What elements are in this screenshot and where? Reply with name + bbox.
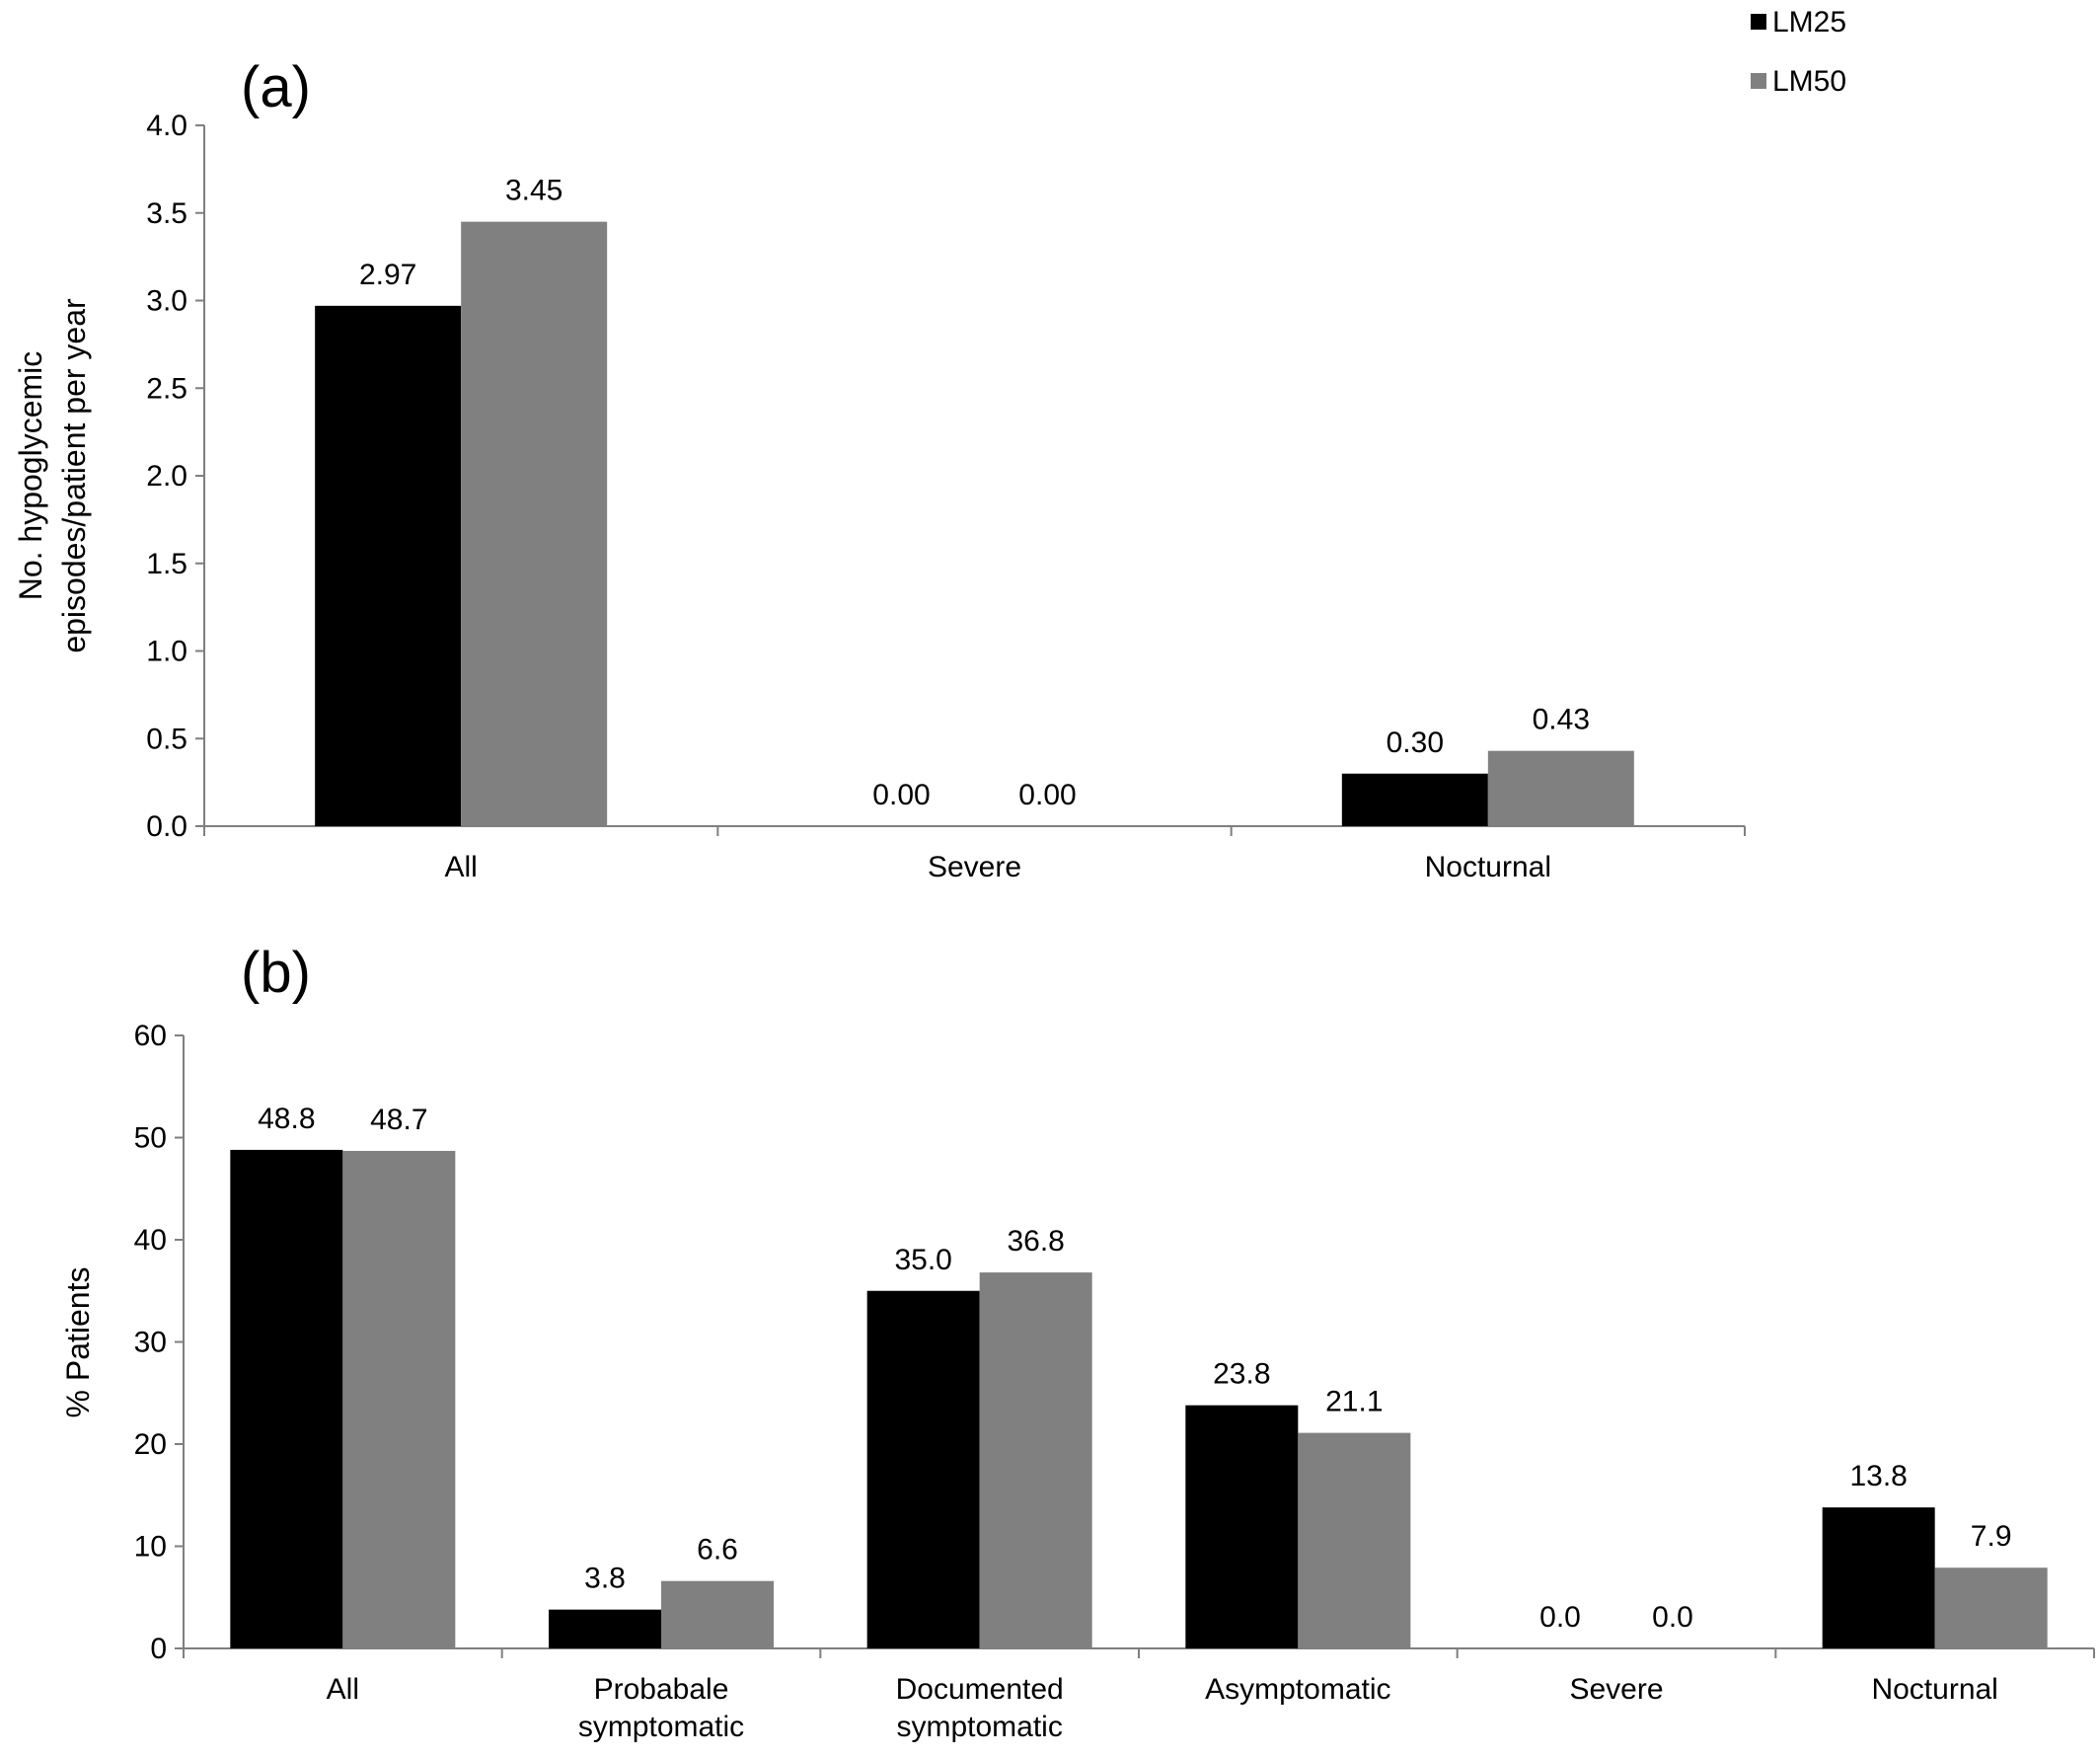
x-category-label: Nocturnal xyxy=(1425,851,1551,883)
x-category-label-line: Severe xyxy=(1569,1673,1663,1706)
legend-label-lm25: LM25 xyxy=(1772,6,1846,38)
data-label-lm25: 0.30 xyxy=(1387,726,1444,759)
data-label-lm25: 35.0 xyxy=(894,1244,951,1276)
panel-b-tag: (b) xyxy=(241,941,311,1005)
bar-lm50 xyxy=(661,1580,774,1648)
panel-a-chart: (a) No. hypoglycemic episodes/patient per … xyxy=(13,55,1746,883)
y-tick-label: 0.5 xyxy=(146,723,188,755)
y-tick-label: 0 xyxy=(150,1633,167,1665)
x-category-label: Nocturnal xyxy=(1871,1673,1997,1706)
x-category-label-line: Nocturnal xyxy=(1871,1673,1997,1706)
x-category-label-line: Asymptomatic xyxy=(1205,1673,1390,1706)
x-category-label-line: symptomatic xyxy=(578,1711,744,1743)
x-category-label-line: All xyxy=(444,851,477,883)
y-tick-label: 2.0 xyxy=(146,460,188,493)
data-label-lm25: 3.8 xyxy=(584,1563,626,1595)
x-category-label-line: Severe xyxy=(928,851,1021,883)
y-tick-label: 2.5 xyxy=(146,372,188,405)
y-tick-label: 3.0 xyxy=(146,285,188,318)
data-label-lm50: 36.8 xyxy=(1007,1225,1064,1258)
bar-lm50 xyxy=(1487,750,1634,826)
panel-b-chart: (b) % Patients 0 10 20 30 40 50 60 All 48.8 48.7 Pro… xyxy=(60,941,2095,1743)
bar-lm50 xyxy=(342,1150,456,1648)
bar-lm25 xyxy=(1822,1507,1935,1648)
y-tick-label: 30 xyxy=(134,1327,167,1359)
x-category-label: All xyxy=(327,1673,359,1706)
panel-a-tag: (a) xyxy=(241,55,311,119)
x-category-label: Severe xyxy=(1569,1673,1663,1706)
bar-lm25 xyxy=(866,1290,980,1648)
bar-lm50 xyxy=(1934,1567,2048,1648)
x-category-label: Probabale symptomatic xyxy=(578,1673,744,1743)
bar-lm25 xyxy=(1341,773,1488,826)
y-axis-title-line2: episodes/patient per year xyxy=(56,298,92,653)
y-tick-label: 0.0 xyxy=(146,810,188,843)
bar-lm25 xyxy=(1185,1405,1299,1648)
x-category-label: Severe xyxy=(928,851,1021,883)
data-label-lm50: 3.45 xyxy=(505,175,562,207)
x-category-label: All xyxy=(444,851,477,883)
y-axis-title-line1: No. hypoglycemic xyxy=(13,351,48,601)
y-tick-label: 10 xyxy=(134,1531,167,1564)
data-label-lm50: 0.43 xyxy=(1533,704,1590,736)
data-label-lm50: 7.9 xyxy=(1971,1520,2012,1553)
data-label-lm50: 6.6 xyxy=(697,1534,738,1566)
y-tick-label: 60 xyxy=(134,1020,167,1052)
y-tick-label: 3.5 xyxy=(146,197,188,230)
y-tick-label: 40 xyxy=(134,1224,167,1257)
x-category-label-line: Documented xyxy=(896,1673,1064,1706)
bar-lm25 xyxy=(230,1149,343,1648)
x-category-label-line: Nocturnal xyxy=(1425,851,1551,883)
y-tick-label: 1.0 xyxy=(146,636,188,668)
x-category-label-line: Probabale xyxy=(594,1673,729,1706)
x-category-label: Asymptomatic xyxy=(1205,1673,1390,1706)
data-label-lm25: 23.8 xyxy=(1213,1358,1270,1391)
y-tick-label: 50 xyxy=(134,1122,167,1155)
data-label-lm50: 0.00 xyxy=(1018,779,1076,811)
data-label-lm25: 48.8 xyxy=(258,1103,315,1135)
bar-lm50 xyxy=(461,221,608,826)
data-label-lm25: 2.97 xyxy=(359,259,416,291)
bar-lm25 xyxy=(549,1609,661,1648)
y-tick-label: 1.5 xyxy=(146,548,188,580)
legend-swatch-lm25 xyxy=(1751,14,1766,30)
legend: LM25 LM50 xyxy=(1751,6,1846,98)
data-label-lm50: 0.0 xyxy=(1652,1601,1693,1634)
data-label-lm50: 48.7 xyxy=(370,1104,427,1136)
x-category-label: Documented symptomatic xyxy=(896,1673,1064,1743)
bar-lm25 xyxy=(315,305,462,826)
x-category-label-line: All xyxy=(327,1673,359,1706)
y-tick-label: 20 xyxy=(134,1428,167,1461)
bar-lm50 xyxy=(1298,1432,1411,1648)
x-category-label-line: symptomatic xyxy=(896,1711,1062,1743)
y-axis-title: % Patients xyxy=(60,1267,96,1418)
data-label-lm50: 21.1 xyxy=(1325,1386,1383,1418)
data-label-lm25: 13.8 xyxy=(1849,1460,1907,1492)
bar-lm50 xyxy=(979,1272,1092,1648)
legend-label-lm50: LM50 xyxy=(1772,65,1846,98)
data-label-lm25: 0.00 xyxy=(872,779,930,811)
y-tick-label: 4.0 xyxy=(146,110,188,142)
legend-swatch-lm50 xyxy=(1751,73,1766,89)
data-label-lm25: 0.0 xyxy=(1539,1601,1581,1634)
